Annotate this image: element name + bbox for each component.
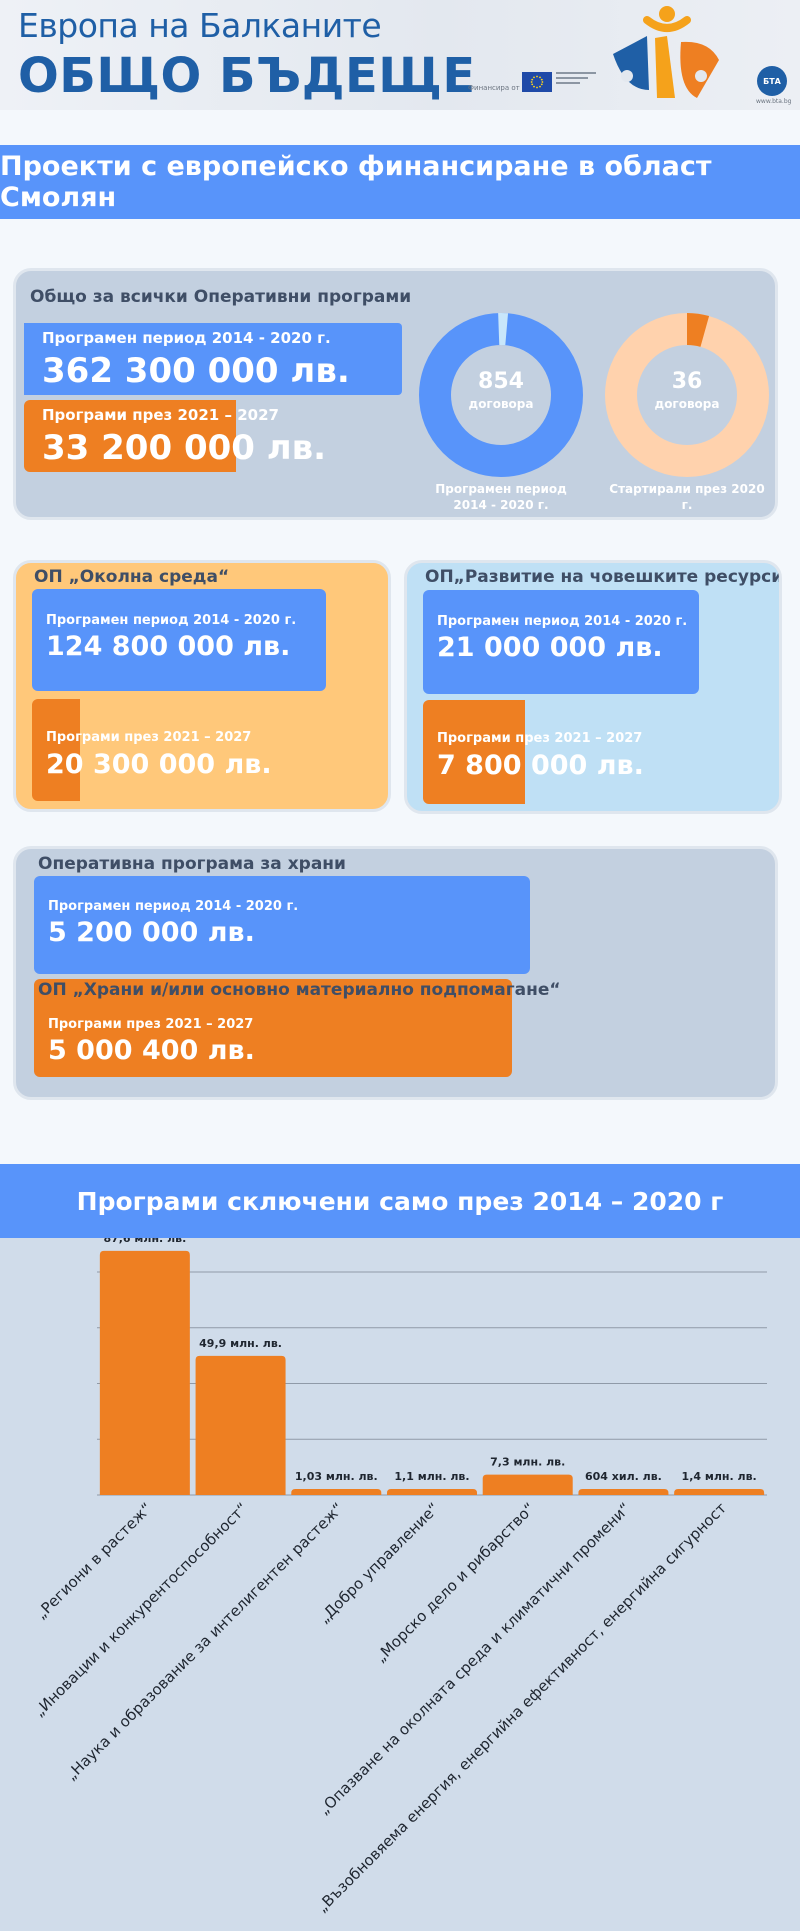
donut2-number: 36	[671, 369, 703, 394]
op-environment-period2-label: Програми през 2021 – 2027	[46, 730, 252, 745]
total-period1-label: Програмен период 2014 - 2020 г.	[42, 329, 331, 347]
op-environment-period1-value: 124 800 000 лв.	[46, 631, 291, 662]
op-human-resources-period2-value: 7 800 000 лв.	[437, 750, 644, 781]
total-period2-value: 33 200 000 лв.	[42, 428, 327, 468]
op-food-period2-value: 5 000 400 лв.	[48, 1035, 255, 1066]
donut-contracts-2014: 854 договора	[419, 313, 583, 477]
bar-value-label-4: 7,3 млн. лв.	[490, 1456, 565, 1469]
category-label-4: „Морско дело и рибарство“	[371, 1499, 538, 1666]
op-environment-period1-bar	[32, 589, 326, 691]
op-environment-period2-value: 20 300 000 лв.	[46, 749, 272, 780]
bar-0	[99, 1250, 190, 1495]
op-human-resources-period1-bar	[423, 590, 699, 694]
op-food-title2: ОП „Храни и/или основно материално подпо…	[38, 980, 561, 1000]
op-food-panel: Оперативна програма за храни Програмен п…	[13, 846, 778, 1100]
bta-logo: БТА	[757, 66, 787, 96]
op-human-resources-period2-label: Програми през 2021 – 2027	[437, 731, 643, 746]
programs-bar-chart: 87,6 млн. лв.„Региони в растеж“49,9 млн.…	[30, 1238, 767, 1916]
donut1-unit: договора	[468, 397, 534, 411]
op-food-period1-value: 5 200 000 лв.	[48, 917, 255, 948]
bar-value-label-1: 49,9 млн. лв.	[199, 1337, 282, 1350]
op-food-period2-bar	[34, 979, 512, 1077]
bar-5	[578, 1489, 669, 1495]
donut2-caption: Стартирали през 2020 г.	[609, 482, 765, 512]
bar-value-label-6: 1,4 млн. лв.	[682, 1470, 757, 1483]
header-title-line2: ОБЩО БЪДЕЩЕ	[18, 48, 476, 104]
header: Европа на Балканите ОБЩО БЪДЕЩЕ Финансир…	[0, 0, 800, 110]
bar-value-label-0: 87,6 млн. лв.	[103, 1238, 186, 1245]
header-title-line1: Европа на Балканите	[18, 6, 382, 45]
total-period1-value: 362 300 000 лв.	[42, 351, 350, 391]
bar-1	[195, 1355, 286, 1495]
bar-3	[387, 1489, 477, 1495]
bar-4	[482, 1474, 573, 1495]
op-environment-title: ОП „Околна среда“	[34, 567, 230, 587]
total-period2-label: Програми през 2021 – 2027	[42, 406, 279, 424]
bar-value-label-3: 1,1 млн. лв.	[394, 1470, 469, 1483]
funded-by-label: Финансира от	[468, 84, 520, 92]
donut2-unit: договора	[654, 397, 720, 411]
project-logo-icon	[613, 6, 719, 98]
total-panel-title: Общо за всички Оперативни програми	[30, 287, 412, 307]
donut1-caption: Програмен период 2014 - 2020 г.	[435, 482, 567, 512]
op-food-title: Оперативна програма за храни	[38, 854, 346, 874]
total-period2-bar	[24, 400, 236, 472]
bar-value-label-5: 604 хил. лв.	[585, 1470, 662, 1483]
op-human-resources-panel: ОП„Развитие на човешките ресурси“ Програ…	[404, 560, 782, 814]
op-food-period2-label: Програми през 2021 – 2027	[48, 1017, 254, 1032]
category-label-5: „Опазване на околната среда и климатични…	[315, 1499, 634, 1818]
chart-section-banner: Програми сключени само през 2014 – 2020 …	[0, 1164, 800, 1238]
eu-text-lines	[556, 72, 596, 92]
category-label-1: „Иновации и конкурентоспособност“	[30, 1499, 251, 1720]
op-human-resources-title: ОП„Развитие на човешките ресурси“	[425, 567, 782, 587]
op-food-period1-label: Програмен период 2014 - 2020 г.	[48, 899, 299, 914]
total-period1-bar	[24, 323, 402, 395]
bar-6	[674, 1489, 765, 1495]
total-panel: Общо за всички Оперативни програми Прогр…	[13, 268, 778, 520]
bta-url: www.bta.bg	[756, 98, 792, 105]
op-food-period1-bar	[34, 876, 530, 974]
op-human-resources-period1-label: Програмен период 2014 - 2020 г.	[437, 614, 688, 629]
op-environment-period1-label: Програмен период 2014 - 2020 г.	[46, 613, 297, 628]
donut-contracts-2020: 36 договора	[605, 313, 769, 477]
donut1-number: 854	[478, 369, 524, 394]
op-environment-panel: ОП „Околна среда“ Програмен период 2014 …	[13, 560, 391, 812]
bar-value-label-2: 1,03 млн. лв.	[295, 1470, 378, 1483]
page-title-banner: Проекти с европейско финансиране в облас…	[0, 145, 800, 219]
op-human-resources-period1-value: 21 000 000 лв.	[437, 632, 663, 663]
eu-flag-icon	[522, 72, 552, 92]
bar-2	[291, 1489, 382, 1495]
op-human-resources-period2-bar	[423, 700, 525, 804]
op-environment-period2-bar	[32, 699, 80, 801]
